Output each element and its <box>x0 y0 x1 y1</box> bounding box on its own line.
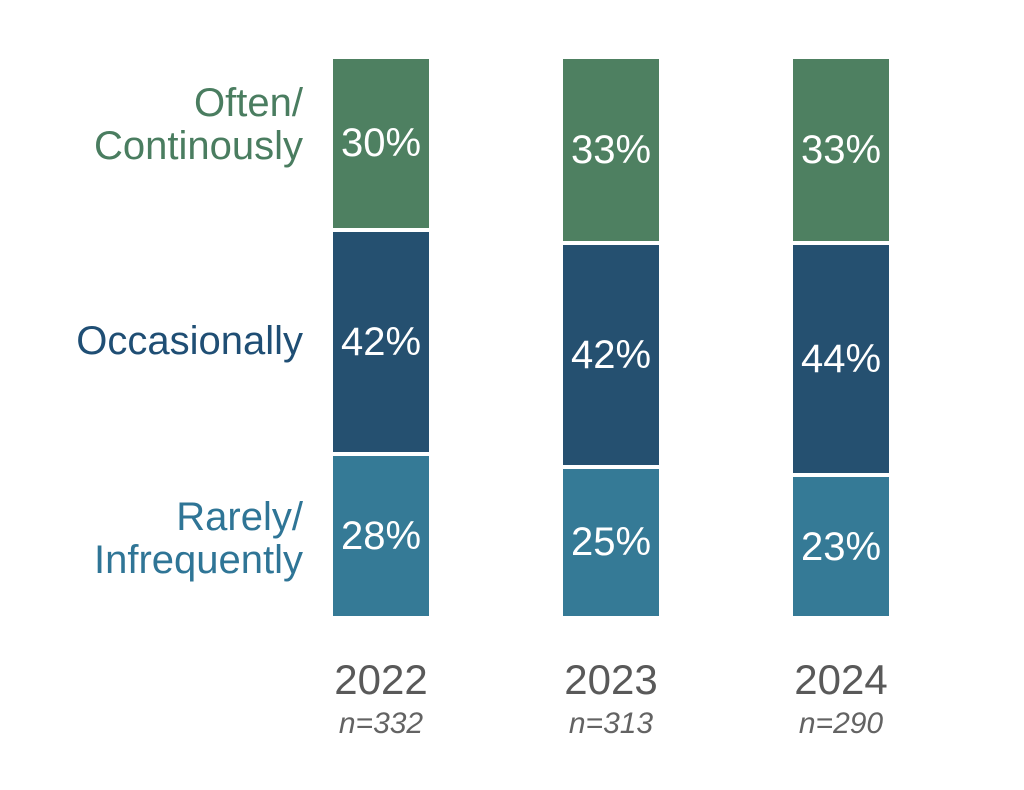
bar-segment-2024-0: 33% <box>791 57 891 243</box>
bar-segment-2024-1: 44% <box>791 242 891 476</box>
x-axis-label-2024: 2024 <box>794 656 888 703</box>
series-label-rarely-infrequently: Rarely/ Infrequently <box>0 495 303 583</box>
data-label: 44% <box>800 336 882 381</box>
series-label-occasionally: Occasionally <box>0 319 303 363</box>
data-label: 42% <box>570 332 652 377</box>
bar-segment-2024-2: 23% <box>791 475 891 618</box>
bar-2023: 33% 42% 25% <box>561 57 661 618</box>
bar-2024: 33% 44% 23% <box>791 57 891 618</box>
data-label: 23% <box>800 524 882 569</box>
bar-segment-2022-0: 30% <box>331 57 431 230</box>
bar-2022: 30% 42% 28% <box>331 57 431 619</box>
series-label-often-line2: Continously <box>93 124 303 169</box>
data-label: 33% <box>570 127 652 172</box>
series-label-occasionally-line1: Occasionally <box>76 319 303 363</box>
bar-segment-2022-2: 28% <box>331 453 431 619</box>
bar-segment-2023-1: 42% <box>561 242 661 467</box>
series-label-often-line1: Often/ <box>194 81 303 125</box>
bar-segment-2023-0: 33% <box>561 57 661 243</box>
bar-segment-2022-1: 42% <box>331 229 431 454</box>
data-label: 33% <box>800 127 882 172</box>
series-label-often-continously: Often/ Continously <box>0 81 303 169</box>
bar-segment-2023-2: 25% <box>561 466 661 618</box>
data-label: 42% <box>340 319 422 364</box>
sample-size-label-2023: n=313 <box>568 707 654 740</box>
data-label: 28% <box>340 513 422 558</box>
data-label: 30% <box>340 121 422 166</box>
sample-size-label-2024: n=290 <box>798 707 884 740</box>
series-label-rarely-line1: Rarely/ <box>176 495 303 539</box>
data-label: 25% <box>570 520 652 565</box>
x-axis-label-2023: 2023 <box>564 656 658 703</box>
x-axis-label-2022: 2022 <box>334 656 428 703</box>
sample-size-label-2022: n=332 <box>338 707 424 740</box>
series-label-rarely-line2: Infrequently <box>93 538 303 583</box>
